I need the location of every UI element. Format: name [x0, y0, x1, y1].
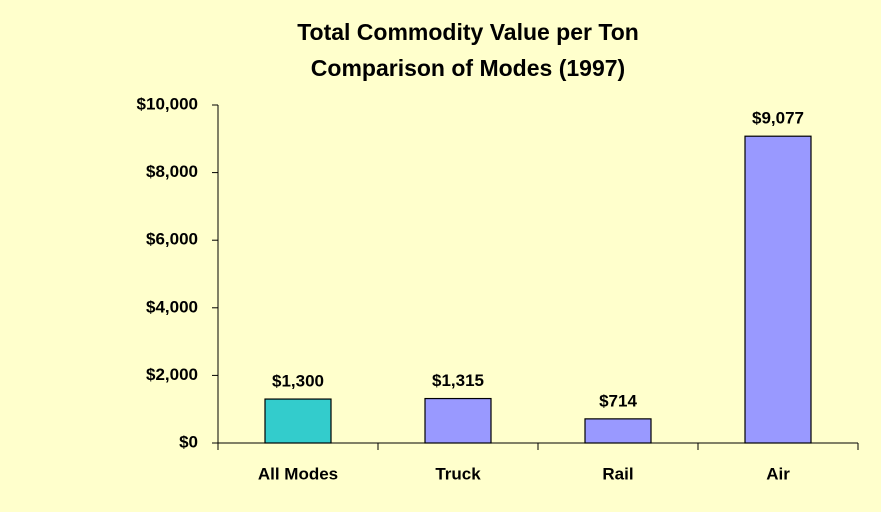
- value-label: $1,315: [432, 371, 484, 390]
- value-label: $1,300: [272, 372, 324, 391]
- y-tick-label: $8,000: [146, 162, 198, 181]
- y-tick-label: $0: [179, 432, 198, 451]
- x-tick-label: Truck: [435, 464, 481, 483]
- bar: [584, 418, 652, 444]
- chart-title: Total Commodity Value per Ton: [297, 19, 639, 45]
- x-tick-label: All Modes: [258, 464, 338, 483]
- x-tick-label: Air: [766, 464, 790, 483]
- value-label: $9,077: [752, 109, 804, 128]
- y-tick-label: $6,000: [146, 230, 198, 249]
- value-label: $714: [599, 391, 637, 410]
- y-tick-label: $10,000: [137, 94, 198, 113]
- x-tick-label: Rail: [602, 464, 633, 483]
- bar: [424, 397, 492, 444]
- bar: [744, 135, 812, 444]
- chart-subtitle: Comparison of Modes (1997): [311, 55, 625, 81]
- bar: [264, 398, 332, 444]
- y-tick-label: $2,000: [146, 365, 198, 384]
- y-tick-label: $4,000: [146, 297, 198, 316]
